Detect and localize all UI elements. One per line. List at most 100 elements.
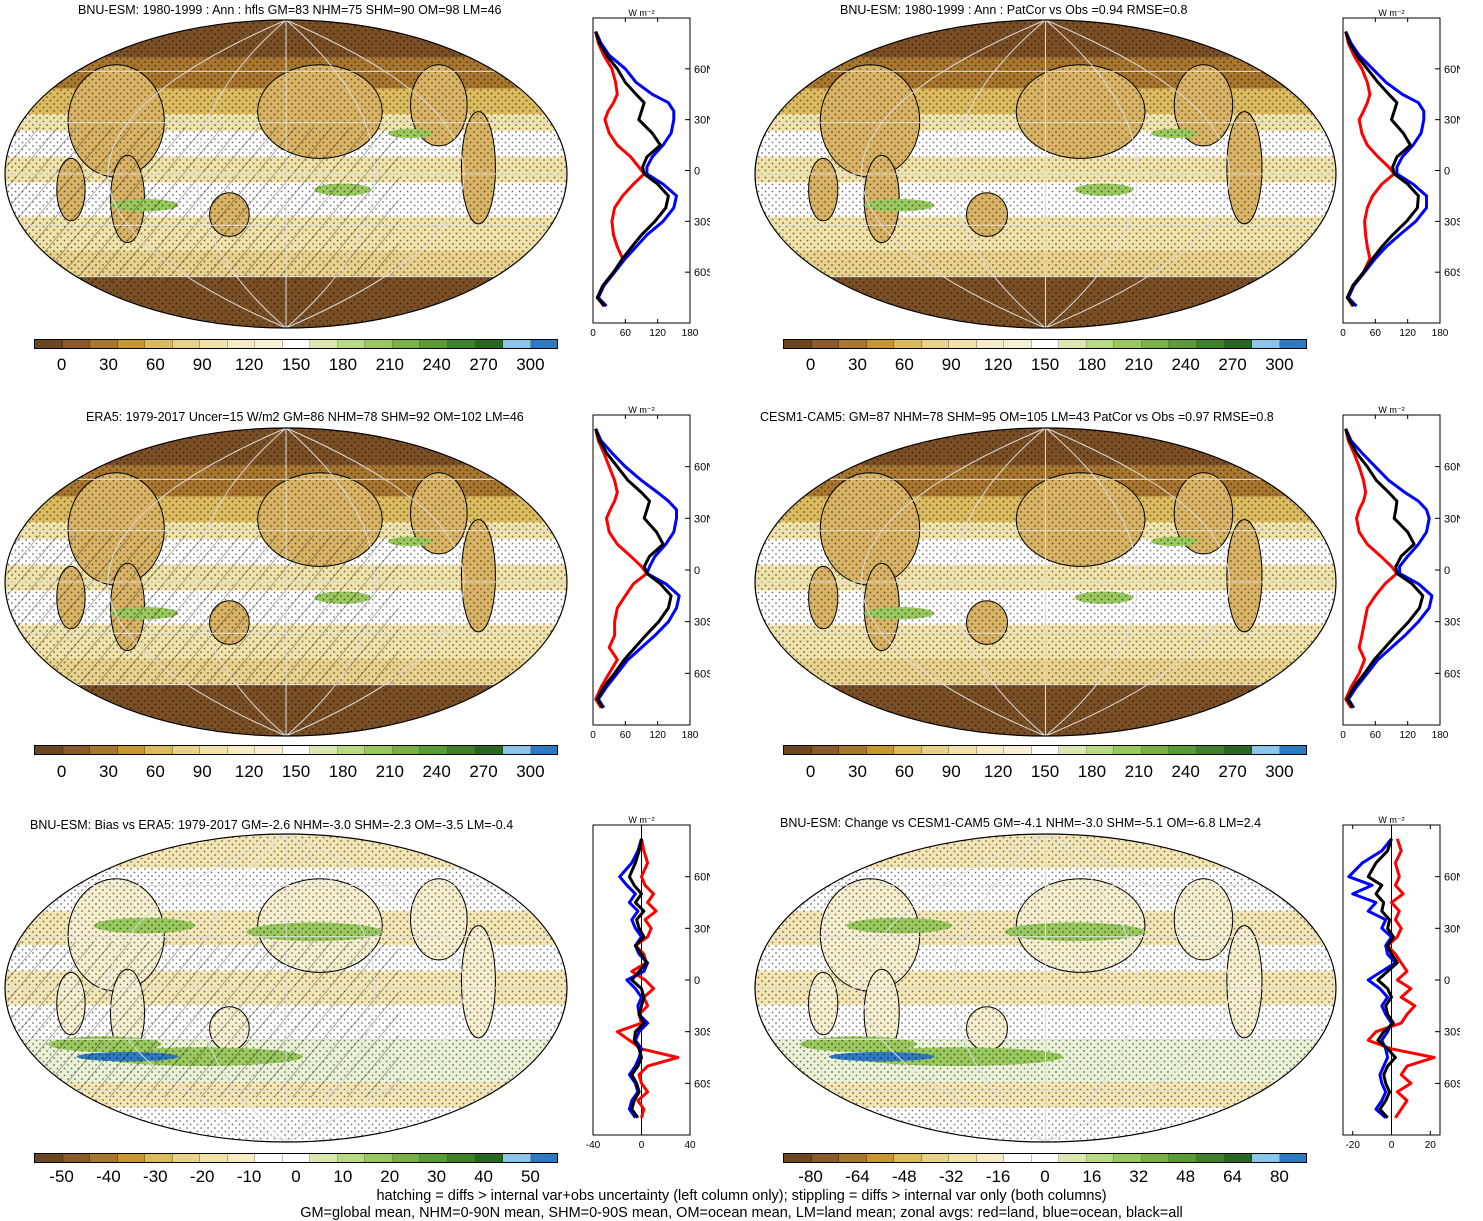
- colorbar-swatch: [35, 1154, 63, 1162]
- colorbar-tick-label: 30: [98, 355, 118, 374]
- lat-tick-label: 60S: [694, 267, 710, 279]
- colorbar-swatch: [365, 340, 393, 348]
- graticule-line: [861, 834, 1046, 1142]
- colorbar-tick-label: 180: [1077, 762, 1107, 781]
- map-border: [754, 833, 1337, 1143]
- colorbar-tick-label: 240: [1171, 355, 1200, 374]
- colorbar-swatch: [839, 746, 867, 754]
- colorbar-4: [783, 745, 1307, 755]
- zonal-mean-line: [1344, 31, 1396, 307]
- colorbar-swatch: [811, 1154, 840, 1162]
- map-panel-6: [754, 833, 1337, 1143]
- x-tick-label: 0: [590, 328, 596, 339]
- map-panel-4: [754, 427, 1337, 737]
- colorbar-swatch: [866, 746, 895, 754]
- colorbar-swatch: [1141, 1154, 1170, 1162]
- colorbar-tick-label: -20: [189, 1167, 215, 1186]
- zonal-mean-line: [594, 30, 678, 308]
- zonal-mean-line: [1344, 31, 1420, 308]
- profile-unit-label: W m⁻²: [1378, 405, 1404, 415]
- colorbar-swatch: [227, 1154, 256, 1162]
- map-panel-1: [4, 19, 568, 329]
- colorbar-swatch: [976, 1154, 1005, 1162]
- zonal-mean-line: [1344, 428, 1434, 709]
- x-tick-label: 120: [649, 730, 666, 741]
- graticule-line: [861, 428, 1046, 736]
- colorbar-tick-label: 180: [328, 762, 358, 781]
- x-tick-label: 0: [1389, 1140, 1395, 1151]
- colorbar-tick-label: 60: [145, 355, 165, 374]
- colorbar-tick-label: 300: [1265, 762, 1294, 781]
- colorbar-tick-label: -10: [236, 1167, 262, 1186]
- lat-tick-label: 60N: [1444, 872, 1460, 884]
- colorbar-tick-label: 48: [1176, 1167, 1196, 1186]
- colorbar-swatch: [1196, 1154, 1225, 1162]
- footer-note-legend: GM=global mean, NHM=0-90N mean, SHM=0-90…: [300, 1205, 1183, 1221]
- colorbar-tick-label: 60: [894, 762, 914, 781]
- profile-unit-label: W m⁻²: [1378, 8, 1404, 18]
- colorbar-swatch: [145, 340, 173, 348]
- colorbar-tick-label: 270: [469, 762, 498, 781]
- colorbar-tick-label: 0: [56, 762, 67, 781]
- x-tick-label: 180: [1432, 730, 1449, 741]
- colorbar-swatch: [365, 1154, 393, 1162]
- lat-tick-label: 60S: [1444, 1078, 1460, 1090]
- colorbar-tick-label: 270: [1218, 355, 1247, 374]
- colorbar-tick-label: 0: [805, 355, 816, 374]
- colorbar-swatch: [503, 746, 531, 754]
- colorbar-swatch: [145, 1154, 173, 1162]
- colorbar-swatch: [1141, 746, 1170, 754]
- colorbar-tick-label: 20: [380, 1167, 400, 1186]
- colorbar-swatch: [62, 746, 91, 754]
- colorbar-swatch: [1059, 1154, 1087, 1162]
- colorbar-swatch: [447, 746, 476, 754]
- colorbar-tick-label: 210: [375, 355, 404, 374]
- colorbar-2: [783, 339, 1307, 349]
- colorbar-swatch: [894, 746, 922, 754]
- colorbar-tick-label: 90: [941, 355, 961, 374]
- colorbar-tick-label: 0: [56, 355, 67, 374]
- colorbar-tick-label: 240: [422, 762, 451, 781]
- panel-title: CESM1-CAM5: GM=87 NHM=78 SHM=95 OM=105 L…: [760, 410, 1274, 424]
- colorbar-swatch: [1114, 1154, 1142, 1162]
- colorbar-tick-label: 270: [469, 355, 498, 374]
- hatching-overlay: [5, 941, 400, 1098]
- colorbar-labels-1: 0 30 60 90 120 150 180 210 240 270 300: [34, 355, 558, 377]
- lat-tick-label: 60S: [1444, 267, 1460, 279]
- colorbar-swatch: [949, 1154, 977, 1162]
- zonal-mean-line: [618, 838, 650, 1119]
- colorbar-labels-6: -80 -64 -48 -32 -16 0 16 32 48 64 80: [783, 1167, 1307, 1189]
- map-panel-5: [4, 833, 568, 1143]
- zonal-profile-2: W m⁻² 60N 30N 0 30S 60S 0 60 120 180: [1340, 8, 1460, 339]
- colorbar-swatch: [255, 746, 283, 754]
- colorbar-swatch: [866, 340, 895, 348]
- colorbar-swatch: [1196, 340, 1225, 348]
- graticule-line: [196, 834, 287, 1142]
- graticule-line: [1045, 20, 1138, 328]
- colorbar-labels-3: 0 30 60 90 120 150 180 210 240 270 300: [34, 762, 558, 784]
- colorbar-tick-label: 64: [1223, 1167, 1242, 1186]
- zonal-mean-line: [1344, 30, 1428, 308]
- colorbar-swatch: [90, 746, 118, 754]
- colorbar-swatch: [503, 340, 531, 348]
- colorbar-swatch: [503, 1154, 531, 1162]
- colorbar-5: [34, 1153, 558, 1163]
- colorbar-swatch: [1224, 746, 1253, 754]
- colorbar-tick-label: -30: [143, 1167, 168, 1186]
- profile-unit-label: W m⁻²: [1378, 815, 1404, 825]
- profile-unit-label: W m⁻²: [628, 815, 654, 825]
- map-border: [4, 19, 568, 329]
- colorbar-swatch: [1196, 746, 1225, 754]
- lat-tick-label: 60N: [1444, 462, 1460, 474]
- colorbar-labels-2: 0 30 60 90 120 150 180 210 240 270 300: [783, 355, 1307, 377]
- panel-title: BNU-ESM: Bias vs ERA5: 1979-2017 GM=-2.6…: [30, 818, 514, 832]
- colorbar-swatch: [62, 1154, 91, 1162]
- profile-unit-label: W m⁻²: [628, 8, 654, 18]
- colorbar-swatch: [1224, 340, 1253, 348]
- x-tick-label: 60: [1370, 730, 1382, 741]
- lat-tick-label: 60N: [1444, 64, 1460, 76]
- colorbar-swatch: [1224, 1154, 1253, 1162]
- colorbar-swatch: [1031, 340, 1060, 348]
- colorbar-swatch: [447, 340, 476, 348]
- zonal-mean-line: [594, 428, 649, 709]
